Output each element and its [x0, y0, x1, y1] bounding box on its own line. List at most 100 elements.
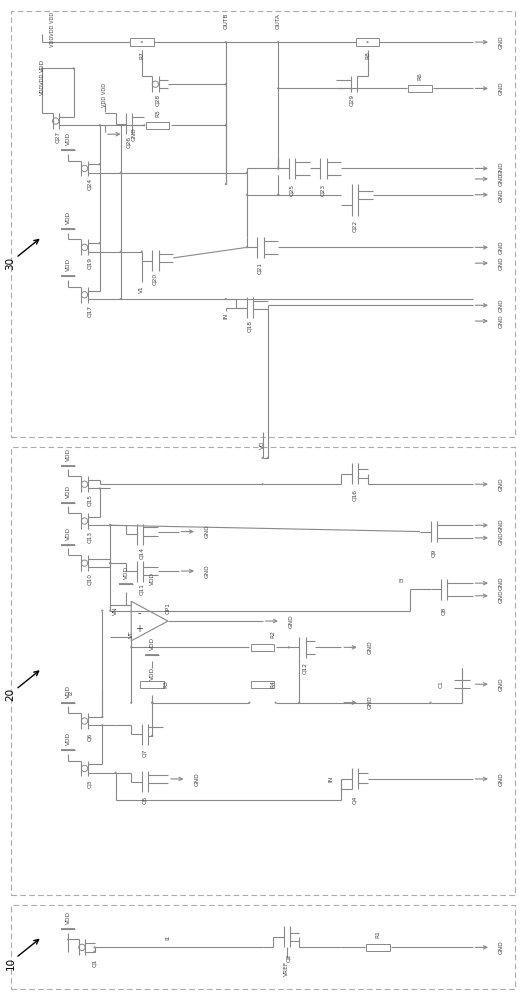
Text: -: -: [138, 608, 141, 618]
Text: VDD: VDD: [39, 59, 45, 72]
Text: VDD VDD: VDD VDD: [102, 83, 108, 107]
Text: I3: I3: [399, 576, 404, 582]
Text: Q28: Q28: [155, 94, 160, 106]
Text: Q1: Q1: [92, 959, 97, 967]
Text: Q20: Q20: [152, 273, 158, 285]
Text: GND: GND: [194, 772, 200, 786]
Text: R3: R3: [163, 680, 168, 688]
Text: Q18: Q18: [247, 320, 252, 332]
Text: Q2: Q2: [286, 954, 291, 962]
Text: VDD: VDD: [66, 211, 71, 224]
Text: Q8: Q8: [441, 606, 446, 615]
Text: VDD: VDD: [66, 448, 71, 461]
Text: Q24: Q24: [87, 178, 92, 190]
Text: VDD: VDD: [66, 485, 71, 498]
Text: Q10: Q10: [87, 573, 92, 585]
Text: Q21: Q21: [257, 262, 262, 274]
Text: 30: 30: [5, 257, 16, 270]
Text: VDDVDD VDD: VDDVDD VDD: [50, 11, 55, 47]
Text: VT: VT: [129, 630, 134, 638]
Text: VDD: VDD: [66, 911, 71, 924]
Text: V1: V1: [139, 286, 144, 293]
Text: VDD: VDD: [150, 667, 155, 680]
Text: Q19: Q19: [87, 257, 92, 269]
Text: VDD: VDD: [66, 685, 71, 698]
Text: Q5: Q5: [142, 796, 147, 804]
Text: R7: R7: [139, 51, 144, 59]
Text: R6: R6: [417, 72, 423, 80]
Bar: [141, 681, 164, 688]
Text: IN: IN: [223, 313, 228, 319]
Text: GND: GND: [205, 564, 210, 578]
Text: Q16: Q16: [352, 489, 357, 501]
Text: Q7: Q7: [142, 748, 147, 757]
Text: Q4: Q4: [352, 796, 357, 804]
Bar: [408, 85, 432, 92]
Bar: [251, 681, 274, 688]
Text: R1: R1: [375, 930, 381, 938]
Text: OUTB: OUTB: [223, 13, 228, 29]
Text: VN: VN: [113, 606, 118, 615]
Bar: [10, 905, 514, 989]
Text: Q6: Q6: [87, 733, 92, 741]
Bar: [251, 644, 274, 651]
Text: VREF: VREF: [284, 961, 289, 976]
Text: GND: GND: [499, 82, 504, 95]
Text: Q13: Q13: [87, 531, 92, 543]
Text: GND: GND: [499, 188, 504, 202]
Text: OP1: OP1: [165, 602, 171, 614]
Text: GND: GND: [499, 35, 504, 49]
Text: GND: GND: [499, 531, 504, 545]
Text: GND: GND: [499, 576, 504, 590]
Text: R4: R4: [270, 680, 276, 688]
Text: Q26: Q26: [126, 136, 131, 148]
Text: VDD: VDD: [150, 637, 155, 650]
Text: GND: GND: [499, 162, 504, 175]
Text: Q27: Q27: [55, 131, 60, 143]
Text: R8: R8: [365, 51, 370, 59]
Text: GND: GND: [499, 941, 504, 954]
Text: GND: GND: [368, 696, 373, 709]
Text: VDD: VDD: [66, 527, 71, 540]
Bar: [10, 447, 514, 895]
Text: +: +: [135, 624, 143, 634]
Text: GND: GND: [499, 256, 504, 270]
Text: Q3: Q3: [87, 780, 92, 788]
Text: GND: GND: [499, 314, 504, 328]
Text: VDD: VDD: [66, 258, 71, 271]
Text: GND: GND: [499, 772, 504, 786]
Text: IN: IN: [328, 776, 333, 782]
Text: GND: GND: [368, 641, 373, 654]
Text: GND: GND: [499, 298, 504, 312]
Text: 10: 10: [5, 957, 16, 970]
Text: GND: GND: [289, 614, 294, 628]
Text: GND: GND: [499, 241, 504, 254]
Text: VDD: VDD: [150, 572, 155, 585]
Text: Q17: Q17: [87, 305, 92, 317]
Text: Q29: Q29: [349, 94, 354, 106]
Text: GND: GND: [499, 172, 504, 186]
Text: I1: I1: [165, 934, 171, 940]
Text: C1: C1: [438, 680, 444, 688]
Bar: [130, 38, 153, 46]
Text: OUTA: OUTA: [276, 13, 281, 29]
Text: Q23: Q23: [320, 183, 326, 196]
Bar: [146, 122, 169, 129]
Text: GND: GND: [499, 589, 504, 603]
Text: VDD: VDD: [123, 566, 129, 579]
Text: 20: 20: [5, 688, 16, 701]
Text: GND: GND: [205, 525, 210, 538]
Text: I2: I2: [68, 689, 74, 695]
Text: Q14: Q14: [139, 547, 144, 559]
Text: GND: GND: [499, 518, 504, 532]
Text: Q25: Q25: [289, 183, 294, 196]
Text: GND: GND: [131, 127, 136, 141]
Bar: [10, 11, 514, 437]
Text: VDDVDD: VDDVDD: [39, 73, 45, 95]
Text: VDD: VDD: [66, 732, 71, 745]
Text: Q11: Q11: [139, 584, 144, 595]
Bar: [356, 38, 379, 46]
Text: VDD: VDD: [66, 132, 71, 145]
Text: VO: VO: [260, 440, 265, 449]
Bar: [366, 944, 390, 951]
